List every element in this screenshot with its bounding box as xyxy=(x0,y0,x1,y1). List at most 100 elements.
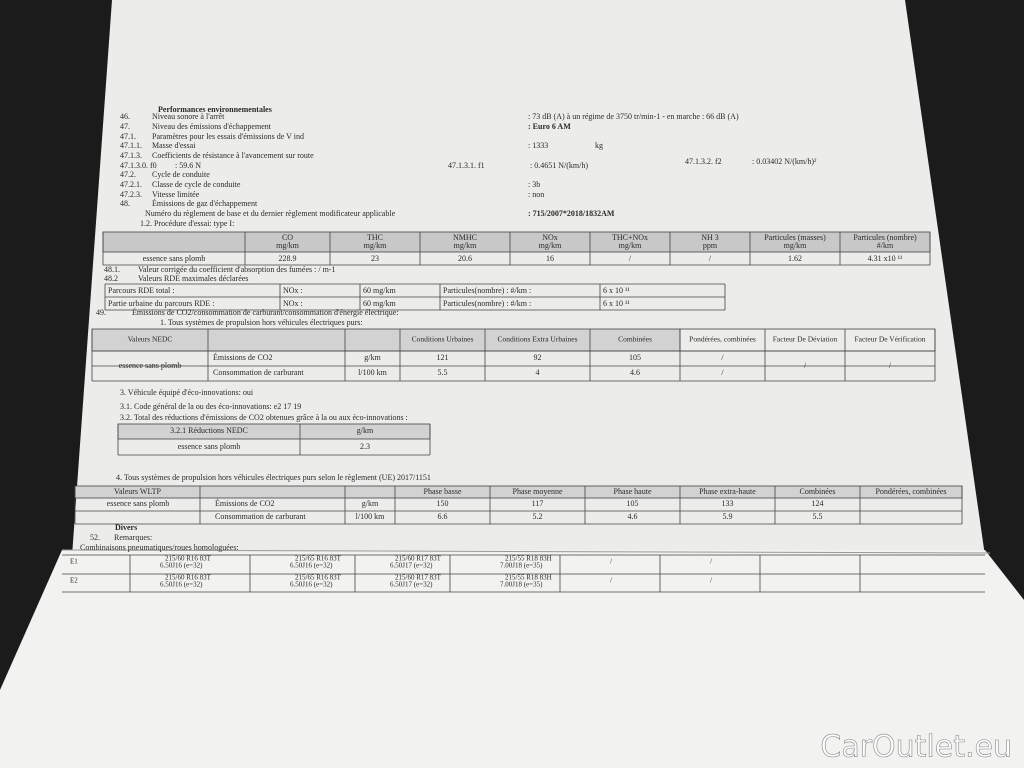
cell: NOx : xyxy=(283,299,303,308)
item-value: : 715/2007*2018/1832AM xyxy=(528,209,615,218)
column-header: Pondérées, combinées xyxy=(689,335,756,344)
cell: g/km xyxy=(364,353,381,362)
cell: 124 xyxy=(812,499,824,508)
cell: 16 xyxy=(546,254,554,263)
paragraph: 4. Tous systèmes de propulsion hors véhi… xyxy=(116,473,431,482)
cell: 2.3 xyxy=(360,442,370,451)
cell: Émissions de CO2 xyxy=(215,498,275,508)
paragraph: 3.2. Total des réductions d'émissions de… xyxy=(120,413,408,422)
column-header: g/km xyxy=(357,426,374,435)
column-header: NH 3 xyxy=(701,233,719,242)
section-title: Performances environnementales xyxy=(158,105,272,114)
item-value: : 0.03402 N/(km/h)² xyxy=(752,157,817,166)
paper-lower xyxy=(0,550,1024,768)
column-header: Pondérées, combinées xyxy=(875,487,946,496)
cell: 60 mg/km xyxy=(363,299,396,308)
cell: g/km xyxy=(362,499,379,508)
cell: 60 mg/km xyxy=(363,286,396,295)
item-number: 48. xyxy=(120,199,130,208)
item-label: Masse d'essai xyxy=(152,141,196,150)
column-header: mg/km xyxy=(364,241,387,250)
column-header: Phase haute xyxy=(614,487,652,496)
column-header: THC+NOx xyxy=(612,233,648,242)
cell: / xyxy=(721,353,724,362)
cell: 23 xyxy=(371,254,379,263)
cell: NOx : xyxy=(283,286,303,295)
item-number: 47.2.1. xyxy=(120,180,142,189)
cell: Particules(nombre) : #/km : xyxy=(443,299,531,308)
rim-size: 6.50J16 (e=32) xyxy=(290,581,333,589)
paragraph: 3.1. Code général de la ou des éco-innov… xyxy=(120,402,301,411)
item-label: Cycle de conduite xyxy=(152,170,210,179)
header-cell xyxy=(117,423,431,440)
cell: 6 x 10 ¹¹ xyxy=(603,299,630,308)
row-code: E2 xyxy=(70,577,78,585)
cell: 20.6 xyxy=(458,254,472,263)
item-value: : 0.4651 N/(km/h) xyxy=(530,161,588,170)
column-header: Particules (nombre) xyxy=(853,233,917,242)
column-header: mg/km xyxy=(539,241,562,250)
cell: 92 xyxy=(534,353,542,362)
cell: 105 xyxy=(629,353,641,362)
item-number: 47.1.3. xyxy=(120,151,142,160)
cell: Particules(nombre) : #/km : xyxy=(443,286,531,295)
cell: 6 x 10 ¹¹ xyxy=(603,286,630,295)
item-label: Combinaisons pneumatiques/roues homologu… xyxy=(80,543,239,552)
cell: l/100 km xyxy=(356,512,385,521)
paragraph: 3. Véhicule équipé d'éco-innovations: ou… xyxy=(120,388,254,397)
item-number: 47.2. xyxy=(120,170,136,179)
cell: 5.5 xyxy=(813,512,823,521)
column-header: Facteur De Vérification xyxy=(854,335,925,344)
item-number: 49. xyxy=(96,308,106,317)
cell: 1.62 xyxy=(788,254,802,263)
cell: / xyxy=(629,254,632,263)
cell: 117 xyxy=(532,499,544,508)
header-cell xyxy=(91,328,681,352)
rim-size: 7.00J18 (e=35) xyxy=(500,562,543,570)
cell: 121 xyxy=(437,353,449,362)
cell: / xyxy=(721,368,724,377)
rim-size: 6.50J16 (e=32) xyxy=(160,581,203,589)
item-number: 46. xyxy=(120,112,130,121)
tire-size: 215/55 R18 83H xyxy=(505,555,552,563)
cell: 4.6 xyxy=(628,512,638,521)
tire-size: 215/65 R16 83T xyxy=(295,574,342,582)
item-value: : Euro 6 AM xyxy=(528,122,571,131)
column-header: CO xyxy=(282,233,293,242)
item-label: 47.1.3.2. f2 xyxy=(685,157,722,166)
item-value: : non xyxy=(528,190,544,199)
cell: Parcours RDE total : xyxy=(108,286,174,295)
column-header: NMHC xyxy=(453,233,477,242)
column-header: Phase extra-haute xyxy=(699,487,756,496)
item-label: 1.2. Procédure d'essai: type I: xyxy=(140,219,234,228)
rim-size: 6.50J16 (e=32) xyxy=(160,562,203,570)
item-label: Niveau des émissions d'échappement xyxy=(152,122,272,131)
column-header: 3.2.1 Réductions NEDC xyxy=(170,426,248,435)
column-header: Combinées xyxy=(618,335,652,344)
item-number: 47.1. xyxy=(120,132,136,141)
column-header: Phase basse xyxy=(424,487,462,496)
cell: 133 xyxy=(722,499,734,508)
item-label: Vitesse limitée xyxy=(152,190,200,199)
column-header: ppm xyxy=(703,241,718,250)
tire-size: 215/60 R17 83T xyxy=(395,555,442,563)
cell: Consommation de carburant xyxy=(213,368,304,377)
rim-size: 6.50J16 (e=32) xyxy=(290,562,333,570)
item-unit: kg xyxy=(595,141,603,150)
row-label: essence sans plomb xyxy=(119,361,182,370)
tire-size: 215/60 R16 83T xyxy=(165,555,212,563)
watermark: CarOutlet.eu xyxy=(820,730,1012,765)
item-number: 48.2 xyxy=(104,274,118,283)
cell: 150 xyxy=(437,499,449,508)
paragraph: 1. Tous systèmes de propulsion hors véhi… xyxy=(160,318,363,327)
cell: l/100 km xyxy=(358,368,387,377)
item-number: 48.1. xyxy=(104,265,120,274)
tire-size: 215/60 R17 83T xyxy=(395,574,442,582)
item-label: Émissions de gaz d'échappement xyxy=(152,198,258,208)
column-header: Phase moyenne xyxy=(513,487,563,496)
item-value: : 3b xyxy=(528,180,540,189)
rim-size: 6.50J17 (e=32) xyxy=(390,562,433,570)
item-label: Valeurs RDE maximales déclarées xyxy=(138,274,248,283)
rim-size: 7.00J18 (e=35) xyxy=(500,581,543,589)
